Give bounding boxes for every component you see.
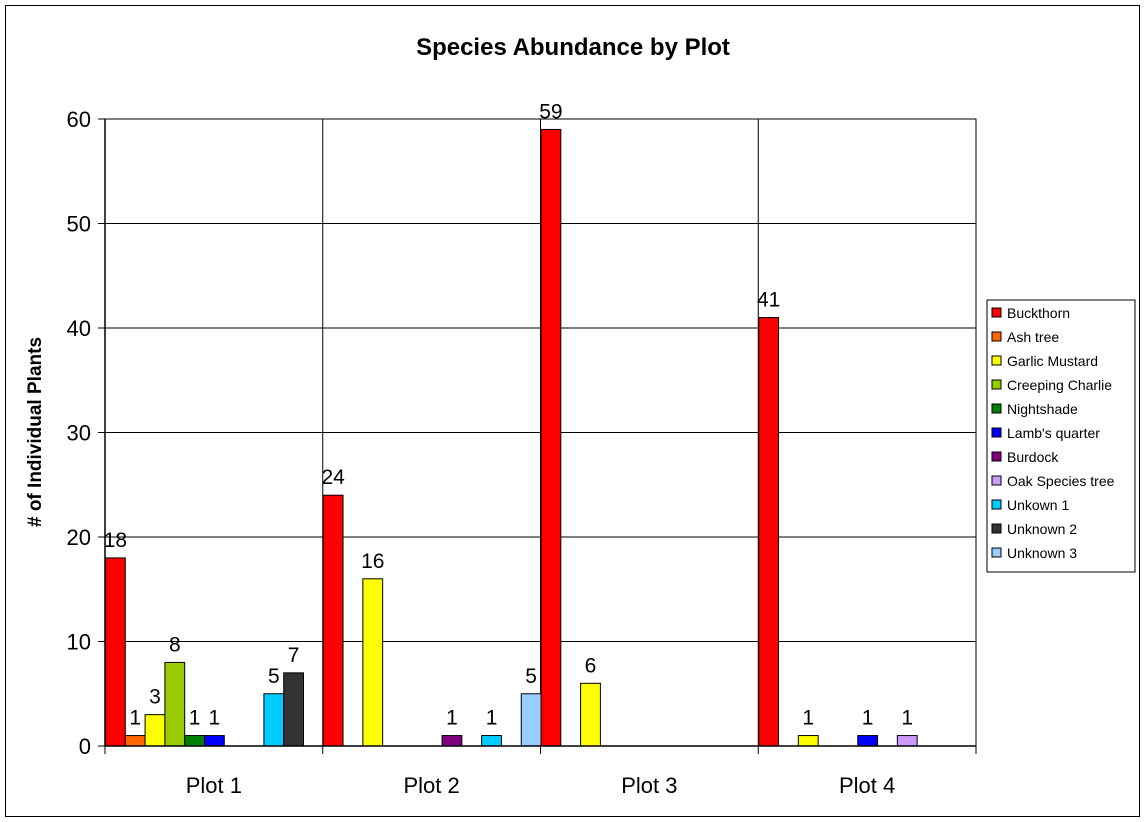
legend-entry: Lamb's quarter xyxy=(1007,425,1100,441)
bar xyxy=(283,672,305,747)
data-label: 5 xyxy=(525,665,537,688)
data-label: 59 xyxy=(539,100,562,123)
legend-entry: Unknown 3 xyxy=(1007,545,1077,561)
y-tick-label: 20 xyxy=(67,525,91,550)
x-category-label: Plot 1 xyxy=(186,773,242,798)
legend-swatch xyxy=(991,475,1002,486)
data-label: 16 xyxy=(361,550,384,573)
data-label: 7 xyxy=(288,644,300,667)
bar xyxy=(758,317,780,747)
bar xyxy=(144,714,166,747)
y-tick-label: 40 xyxy=(67,316,91,341)
data-label: 1 xyxy=(862,707,874,730)
y-axis-label: # of Individual Plants xyxy=(25,337,46,527)
bar xyxy=(184,735,205,747)
bar xyxy=(896,735,918,747)
legend-entry: Oak Species tree xyxy=(1007,473,1115,489)
chart-frame xyxy=(5,5,1140,817)
bar xyxy=(105,557,126,747)
data-label: 6 xyxy=(585,654,597,677)
legend-swatch xyxy=(991,379,1002,390)
bar xyxy=(263,693,285,747)
bar xyxy=(124,735,146,747)
legend-entry: Nightshade xyxy=(1007,401,1078,417)
data-label: 18 xyxy=(104,529,127,552)
legend-swatch xyxy=(991,355,1002,366)
legend-entry: Ash tree xyxy=(1007,329,1059,345)
y-tick-label: 60 xyxy=(67,107,91,132)
legend-swatch xyxy=(991,547,1002,558)
bar xyxy=(164,661,186,747)
y-tick-label: 50 xyxy=(67,212,91,237)
legend-swatch xyxy=(991,427,1002,438)
bar xyxy=(481,735,502,747)
y-tick-label: 0 xyxy=(79,734,91,759)
legend-entry: Unknown 2 xyxy=(1007,521,1077,537)
bar xyxy=(540,128,562,747)
legend-swatch xyxy=(991,451,1002,462)
bar xyxy=(204,735,225,747)
bar xyxy=(520,693,542,747)
legend-swatch xyxy=(991,331,1002,342)
legend-swatch xyxy=(991,403,1002,414)
bar xyxy=(441,735,463,747)
x-category-label: Plot 2 xyxy=(403,773,459,798)
y-tick-labels: 0 10 20 30 40 50 60 xyxy=(67,107,91,759)
legend-entry: Garlic Mustard xyxy=(1007,353,1098,369)
data-label: 1 xyxy=(446,707,458,730)
data-label: 1 xyxy=(802,707,814,730)
legend-entry: Burdock xyxy=(1007,449,1059,465)
x-category-labels: Plot 1 Plot 2 Plot 3 Plot 4 xyxy=(186,773,896,798)
bar xyxy=(322,494,344,747)
legend-swatch xyxy=(991,499,1002,510)
data-label: 41 xyxy=(757,289,780,312)
legend-swatch xyxy=(991,523,1002,534)
x-category-label: Plot 4 xyxy=(839,773,895,798)
data-label: 24 xyxy=(321,466,345,489)
bar xyxy=(580,682,601,747)
data-label: 1 xyxy=(486,707,498,730)
axes xyxy=(98,118,977,754)
bar xyxy=(797,735,819,747)
data-label: 1 xyxy=(129,707,141,730)
y-tick-label: 30 xyxy=(67,421,91,446)
legend-entry: Buckthorn xyxy=(1007,305,1070,321)
bar xyxy=(362,578,384,747)
data-label: 1 xyxy=(901,707,913,730)
data-label: 3 xyxy=(149,686,161,709)
gridlines xyxy=(105,118,976,746)
legend-box xyxy=(986,299,1136,573)
legend: Buckthorn Ash tree Garlic Mustard Creeping … xyxy=(986,299,1136,573)
data-label: 1 xyxy=(209,707,221,730)
data-label: 5 xyxy=(268,665,280,688)
legend-entry: Unkown 1 xyxy=(1007,497,1069,513)
legend-entry: Creeping Charlie xyxy=(1007,377,1112,393)
data-label: 8 xyxy=(169,633,181,656)
bar xyxy=(857,735,879,747)
legend-swatch xyxy=(991,307,1002,318)
bars xyxy=(105,128,918,747)
x-category-label: Plot 3 xyxy=(621,773,677,798)
y-tick-label: 10 xyxy=(67,630,91,655)
chart-title: Species Abundance by Plot xyxy=(416,34,730,61)
data-label: 1 xyxy=(189,707,201,730)
